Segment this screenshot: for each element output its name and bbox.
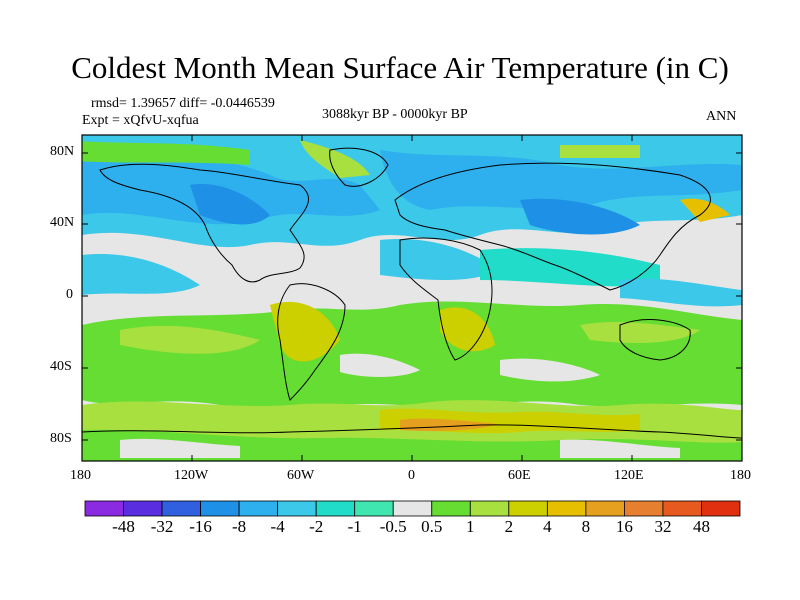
colorbar-swatch xyxy=(238,500,279,517)
y-tick-label: 40S xyxy=(50,359,72,374)
x-tick-label: 60E xyxy=(508,468,531,483)
x-tick-label: 0 xyxy=(408,468,415,483)
colorbar-swatch xyxy=(84,500,124,517)
x-tick-label: 180 xyxy=(70,468,91,483)
colorbar-label: -2 xyxy=(309,517,324,536)
colorbar-swatch xyxy=(315,500,356,517)
colorbar-label: 1 xyxy=(466,517,475,536)
y-tick-label: 80S xyxy=(50,431,72,446)
colorbar-label: 32 xyxy=(654,517,672,536)
experiment-text: Expt = xQfvU-xqfua xyxy=(82,113,199,128)
period-text: 3088kyr BP - 0000kyr BP xyxy=(322,107,468,122)
map-title: Coldest Month Mean Surface Air Temperatu… xyxy=(71,50,729,85)
colorbar-label: 8 xyxy=(581,517,591,536)
colorbar-swatch xyxy=(392,500,433,517)
colorbar-label: 0.5 xyxy=(421,517,443,536)
y-tick-label: 80N xyxy=(50,144,75,159)
colorbar-label: -16 xyxy=(189,517,212,536)
colorbar-swatch xyxy=(585,500,625,517)
colorbar-swatch xyxy=(662,500,702,517)
colorbar-swatch xyxy=(431,500,471,517)
coastlines xyxy=(82,147,742,439)
y-tick-label: 0 xyxy=(66,287,73,302)
colorbar-label: -1 xyxy=(347,517,362,536)
colorbar-label: 4 xyxy=(543,517,552,536)
colorbar-swatch xyxy=(161,500,201,517)
colorbar-label: -0.5 xyxy=(379,517,407,536)
colorbar xyxy=(84,500,741,517)
colorbar-swatch xyxy=(701,500,741,517)
colorbar-label: 48 xyxy=(692,517,710,536)
colorbar-label: 16 xyxy=(615,517,633,536)
colorbar-swatch xyxy=(354,500,394,517)
colorbar-swatch xyxy=(546,500,587,517)
x-tick-label: 60W xyxy=(287,468,315,483)
colorbar-swatch xyxy=(508,500,548,517)
rmsd-diff-text: rmsd= 1.39657 diff= -0.0446539 xyxy=(91,96,275,111)
colorbar-swatch xyxy=(277,500,317,517)
x-tick-label: 120E xyxy=(614,468,644,483)
colorbar-label: -4 xyxy=(270,517,285,536)
x-ticks xyxy=(191,135,633,461)
colorbar-swatch xyxy=(469,500,510,517)
season-text: ANN xyxy=(706,109,737,124)
colorbar-swatch xyxy=(624,500,664,517)
colorbar-label: -32 xyxy=(150,517,174,536)
x-tick-label: 120W xyxy=(174,468,209,483)
colorbar-swatch xyxy=(123,500,163,517)
map-field xyxy=(82,135,742,461)
colorbar-label: 2 xyxy=(504,517,514,536)
x-tick-label: 180 xyxy=(730,468,751,483)
colorbar-swatch xyxy=(200,500,240,517)
y-ticks xyxy=(82,152,742,441)
y-tick-label: 40N xyxy=(50,215,75,230)
colorbar-label: -48 xyxy=(112,517,135,536)
colorbar-label: -8 xyxy=(232,517,247,536)
